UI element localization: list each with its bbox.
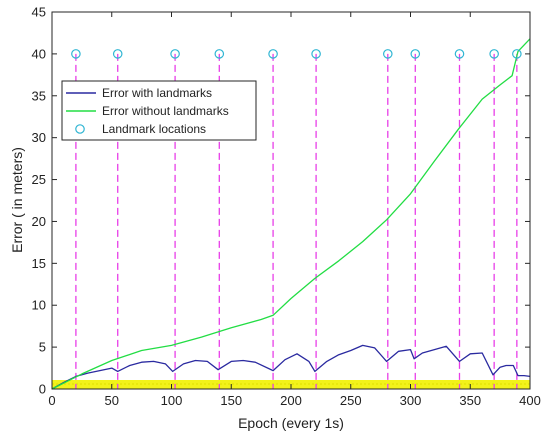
y-tick-label-0: 0 xyxy=(39,382,46,397)
legend-swatch-2 xyxy=(75,124,85,134)
landmark-marker-3 xyxy=(214,49,225,59)
y-tick-label-2: 10 xyxy=(32,298,46,313)
x-tick-label-6: 300 xyxy=(400,393,422,408)
x-tick-label-4: 200 xyxy=(280,393,302,408)
landmark-marker-0 xyxy=(71,49,81,59)
y-tick-label-4: 20 xyxy=(32,214,46,229)
landmark-marker-10 xyxy=(512,49,522,59)
axes: 0 50 100 150 200 250 300 350 400 0 5 10 15 20 25 30 35 40… xyxy=(32,5,541,409)
legend-label-2: Landmark locations xyxy=(102,122,206,136)
x-axis-label: Epoch (every 1s) xyxy=(238,415,344,431)
legend-label-1: Error without landmarks xyxy=(102,104,229,118)
x-tick-label-2: 100 xyxy=(161,393,183,408)
y-tick-label-8: 40 xyxy=(32,46,46,61)
landmark-marker-8 xyxy=(454,49,465,59)
plot-area xyxy=(51,12,531,390)
x-tick-label-5: 250 xyxy=(340,393,362,408)
x-tick-label-7: 350 xyxy=(459,393,481,408)
landmark-marker-4 xyxy=(268,49,278,59)
legend-label-0: Error with landmarks xyxy=(102,86,212,100)
y-tick-label-9: 45 xyxy=(32,5,46,20)
landmark-marker-2 xyxy=(170,49,180,59)
landmark-marker-1 xyxy=(112,49,123,59)
y-tick-label-6: 30 xyxy=(32,130,46,145)
x-tick-label-1: 50 xyxy=(105,393,119,408)
y-tick-label-1: 5 xyxy=(39,340,46,355)
y-tick-label-7: 35 xyxy=(32,88,46,103)
y-tick-label-5: 25 xyxy=(32,172,46,187)
series-line-0 xyxy=(51,344,531,390)
legend: Error with landmarks Error without landma… xyxy=(61,80,257,141)
landmark-marker-6 xyxy=(382,49,393,59)
x-tick-label-3: 150 xyxy=(220,393,242,408)
plot-background xyxy=(52,12,530,389)
landmark-marker-9 xyxy=(489,49,499,59)
landmark-marker-5 xyxy=(311,49,321,59)
x-tick-label-8: 400 xyxy=(519,393,541,408)
y-axis-label: Error ( in meters) xyxy=(9,147,25,253)
y-tick-label-3: 15 xyxy=(32,256,46,271)
landmark-marker-7 xyxy=(410,49,421,59)
x-tick-label-0: 0 xyxy=(48,393,55,408)
series-line-1 xyxy=(51,38,531,390)
